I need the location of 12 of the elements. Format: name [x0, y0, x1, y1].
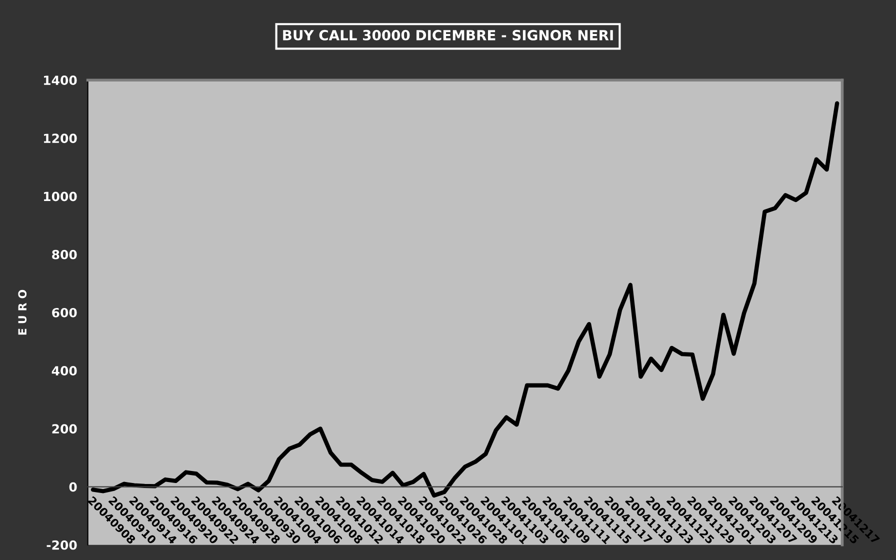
y-tick-label: -200 — [46, 540, 77, 550]
line-series — [90, 101, 840, 498]
chart-title: BUY CALL 30000 DICEMBRE - SIGNOR NERI — [283, 30, 613, 40]
y-tick-label: 600 — [52, 308, 77, 318]
y-axis-title: E U R O — [18, 290, 27, 335]
y-tick-label: 0 — [69, 482, 77, 492]
y-tick-label: 1000 — [44, 192, 77, 202]
y-tick-label: 800 — [52, 250, 77, 260]
y-tick-label: 1400 — [44, 76, 77, 86]
y-tick-label: 400 — [52, 366, 77, 376]
y-tick-label: 200 — [52, 424, 77, 434]
y-tick-label: 1200 — [44, 134, 77, 144]
